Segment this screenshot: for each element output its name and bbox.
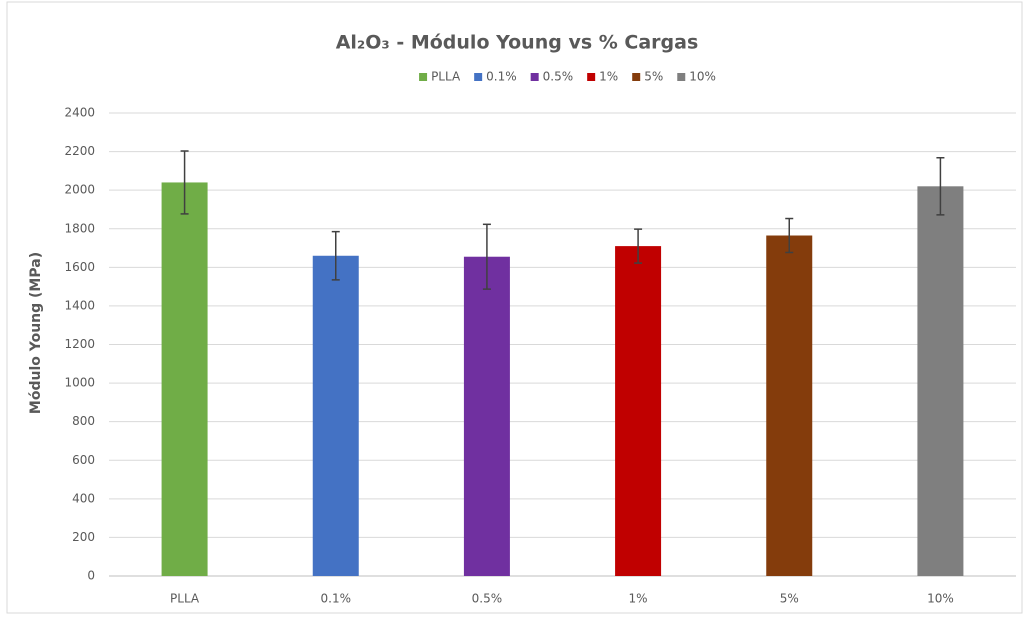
bar — [615, 246, 662, 577]
legend-swatch — [587, 73, 596, 81]
legend-swatch — [419, 73, 428, 81]
error-bar — [634, 228, 643, 264]
y-tick-label: 400 — [72, 491, 95, 505]
bar — [161, 182, 208, 576]
legend-swatch — [474, 73, 483, 81]
error-bar — [936, 157, 945, 216]
legend-label: 1% — [599, 70, 618, 84]
legend-swatch — [632, 73, 641, 81]
y-tick-label: 1600 — [64, 260, 95, 274]
error-bar — [482, 223, 491, 290]
legend: PLLA 0.1% 0.5% 1% 5% 10% — [419, 70, 716, 84]
bar — [312, 255, 359, 576]
y-tick-label: 1800 — [64, 221, 95, 235]
legend-label: 0.5% — [543, 70, 574, 84]
y-tick-label: 1200 — [64, 337, 95, 351]
y-tick-label: 0 — [87, 569, 95, 583]
x-tick-label: 10% — [927, 592, 954, 606]
x-tick-label: 5% — [780, 592, 799, 606]
bar — [917, 186, 964, 576]
x-tick-label: 1% — [629, 592, 648, 606]
legend-label: 10% — [689, 70, 716, 84]
x-tick-label: 0.5% — [472, 592, 503, 606]
y-axis-label: Módulo Young (MPa) — [28, 252, 44, 414]
y-tick-label: 800 — [72, 414, 95, 428]
x-tick-label: 0.1% — [321, 592, 352, 606]
y-tick-label: 600 — [72, 453, 95, 467]
chart-border — [6, 1, 1023, 614]
y-tick-label: 1000 — [64, 376, 95, 390]
y-tick-label: 2400 — [64, 106, 95, 120]
bar — [766, 235, 813, 577]
error-bar — [180, 150, 189, 215]
legend-label: 5% — [644, 70, 663, 84]
y-tick-label: 200 — [72, 530, 95, 544]
y-tick-label: 2200 — [64, 144, 95, 158]
y-tick-label: 1400 — [64, 298, 95, 312]
legend-swatch — [677, 73, 686, 81]
error-bar — [331, 230, 340, 281]
y-tick-label: 2000 — [64, 183, 95, 197]
bar — [463, 256, 510, 576]
x-tick-label: PLLA — [170, 592, 200, 606]
chart-title: Al₂O₃ - Módulo Young vs % Cargas — [336, 32, 699, 54]
error-bar — [785, 217, 794, 254]
legend-swatch — [530, 73, 539, 81]
legend-label: 0.1% — [486, 70, 517, 84]
legend-label: PLLA — [431, 70, 461, 84]
